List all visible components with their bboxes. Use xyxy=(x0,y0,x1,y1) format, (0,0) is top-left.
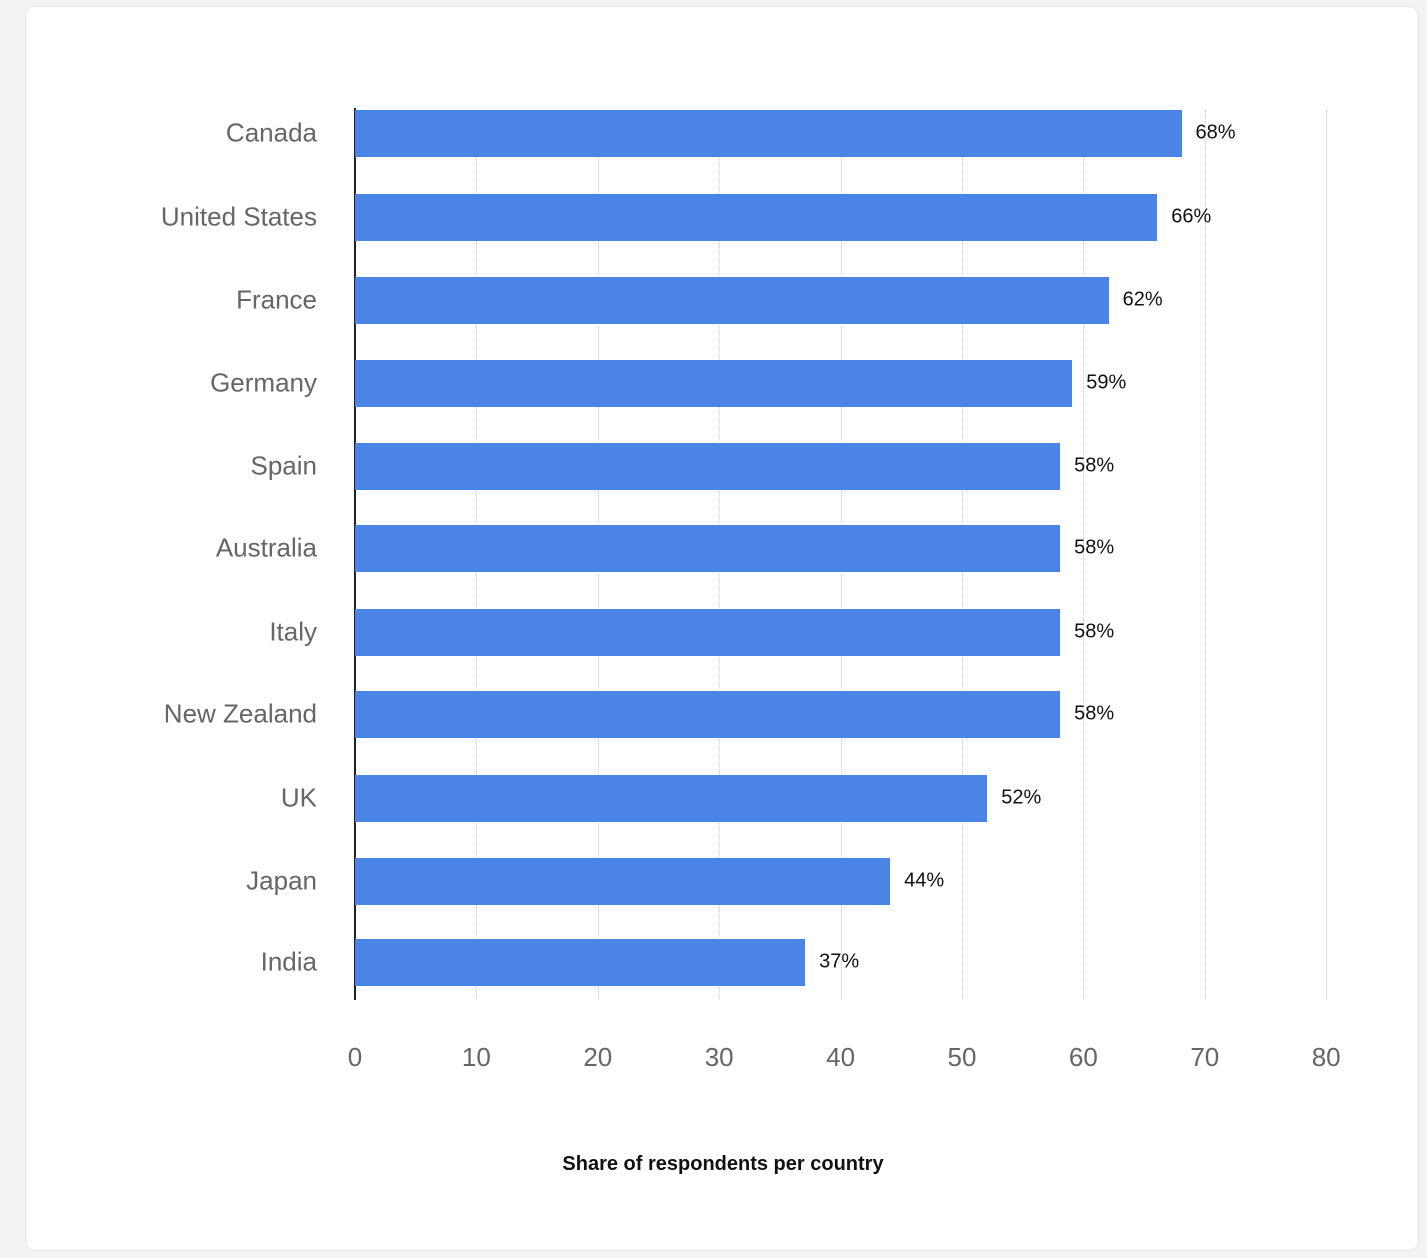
value-label: 68% xyxy=(1195,121,1236,144)
bar[interactable] xyxy=(355,775,988,822)
value-label: 66% xyxy=(1171,205,1212,228)
x-tick-label: 50 xyxy=(947,1042,977,1072)
value-label: 37% xyxy=(819,950,860,973)
category-label: Canada xyxy=(225,117,317,148)
category-label: India xyxy=(260,946,317,977)
bar[interactable] xyxy=(355,194,1158,241)
value-label: 52% xyxy=(1001,786,1042,809)
bar[interactable] xyxy=(355,525,1061,572)
category-label: New Zealand xyxy=(163,698,317,729)
x-tick-label: 40 xyxy=(826,1042,856,1072)
gridline xyxy=(1083,110,1085,1000)
category-label: Italy xyxy=(269,616,317,647)
bar[interactable] xyxy=(355,443,1061,490)
x-tick-label: 10 xyxy=(461,1042,491,1072)
x-axis-label: Share of respondents per country xyxy=(562,1153,884,1175)
category-label: United States xyxy=(160,201,317,232)
value-label: 58% xyxy=(1074,620,1115,643)
category-label: UK xyxy=(280,782,317,813)
x-tick-label: 80 xyxy=(1311,1042,1341,1072)
x-tick-label: 20 xyxy=(583,1042,613,1072)
category-label: France xyxy=(236,284,317,315)
category-label: Japan xyxy=(246,865,317,896)
x-tick-label: 60 xyxy=(1068,1042,1098,1072)
x-tick-label: 70 xyxy=(1190,1042,1220,1072)
value-label: 58% xyxy=(1074,536,1115,559)
bar[interactable] xyxy=(355,691,1061,738)
category-label: Spain xyxy=(250,450,318,481)
category-label: Australia xyxy=(215,532,317,563)
value-label: 58% xyxy=(1074,702,1115,725)
x-tick-label: 0 xyxy=(347,1042,363,1072)
value-label: 62% xyxy=(1122,288,1163,311)
category-label: Germany xyxy=(210,367,317,398)
value-label: 58% xyxy=(1074,454,1115,477)
gridline xyxy=(1326,110,1328,1000)
value-label: 59% xyxy=(1086,371,1127,394)
bar[interactable] xyxy=(355,939,806,986)
y-axis-line xyxy=(354,108,356,1000)
value-label: 44% xyxy=(904,869,945,892)
bar[interactable] xyxy=(355,277,1109,324)
bar[interactable] xyxy=(355,609,1061,656)
x-tick-label: 30 xyxy=(704,1042,734,1072)
bar[interactable] xyxy=(355,360,1073,407)
bar[interactable] xyxy=(355,858,891,905)
gridline xyxy=(1204,110,1206,1000)
bar[interactable] xyxy=(355,110,1182,157)
